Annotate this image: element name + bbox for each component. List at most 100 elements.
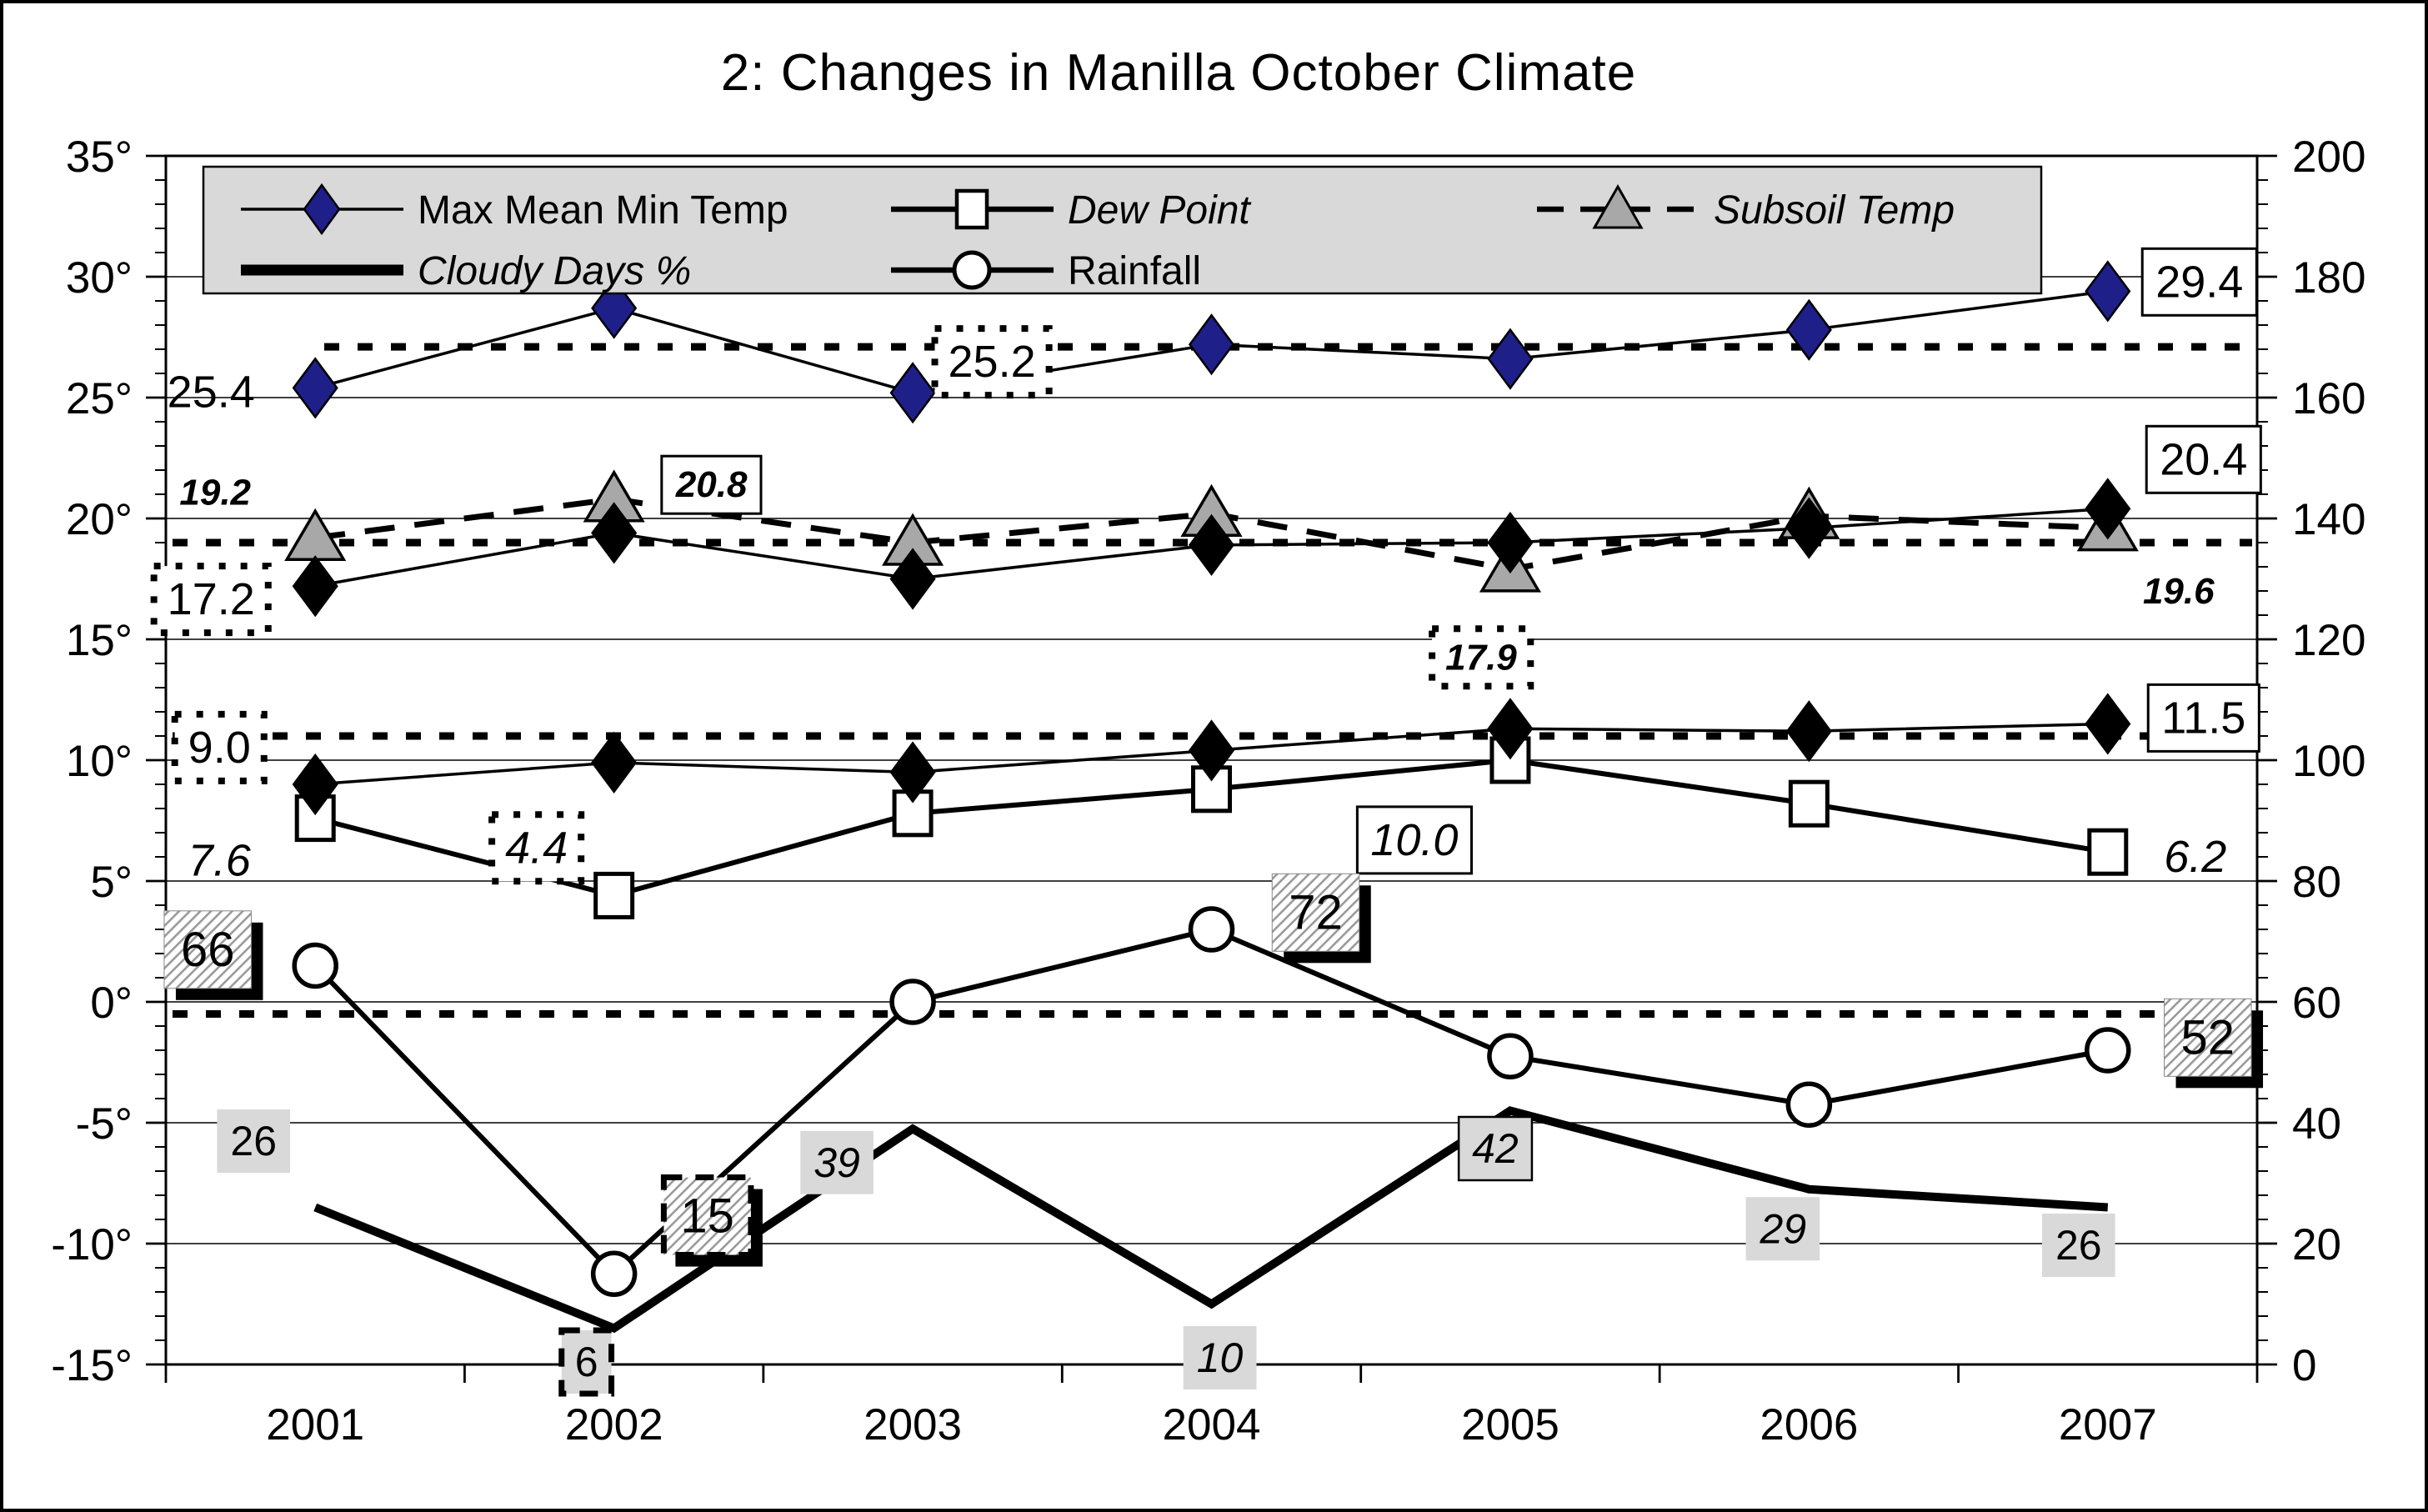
square-marker-icon xyxy=(593,871,635,919)
right-axis-tick-label: 200 xyxy=(2292,133,2365,182)
data-label-text: 25.2 xyxy=(949,337,1036,387)
label-box xyxy=(217,1109,291,1173)
diamond-marker-icon xyxy=(2085,693,2131,755)
diamond-marker-icon xyxy=(1487,328,1534,390)
data-label-text: 72 xyxy=(1289,885,1343,939)
data-label-19.6: 19.6 xyxy=(2143,571,2215,612)
data-label-17.9: 17.9 xyxy=(1429,625,1534,690)
x-axis-tick-label: 2002 xyxy=(565,1400,663,1449)
left-axis-tick-label: 0° xyxy=(90,979,133,1028)
diamond-marker-icon xyxy=(292,555,338,618)
left-axis-tick-label: -10° xyxy=(51,1220,133,1269)
left-axis-tick-label: 5° xyxy=(90,858,133,907)
left-axis-tick-label: 30° xyxy=(66,253,133,303)
label-box xyxy=(2041,1214,2115,1277)
data-label-20.4: 20.4 xyxy=(2145,424,2262,494)
data-label-text: 66 xyxy=(181,923,235,977)
data-label-7.6: 7.6 xyxy=(188,836,252,886)
data-label-25.2: 25.2 xyxy=(931,325,1053,399)
circle-marker-icon xyxy=(1785,1081,1833,1128)
label-box xyxy=(558,1327,615,1397)
diamond-marker-icon xyxy=(889,362,936,424)
data-label-text: 20.4 xyxy=(2160,434,2247,484)
label-box xyxy=(2140,247,2258,317)
legend-box xyxy=(202,165,2043,295)
label-box xyxy=(488,811,585,885)
series-markers-min-temp xyxy=(292,693,2131,816)
data-label-4.4: 4.4 xyxy=(488,811,585,885)
label-box xyxy=(1429,625,1534,690)
data-label-text: 17.9 xyxy=(1445,637,1517,678)
data-label-text: 26 xyxy=(230,1118,277,1164)
square-marker-icon xyxy=(954,188,989,230)
diamond-marker-icon xyxy=(1188,513,1235,576)
diamond-marker-icon xyxy=(1188,313,1235,376)
data-label-72: 72 xyxy=(1271,873,1371,964)
diamond-marker-icon xyxy=(1487,698,1534,760)
data-label-text: 25.4 xyxy=(168,367,255,417)
legend-item-dew-point: Dew Point xyxy=(891,188,1251,233)
right-axis-tick-label: 120 xyxy=(2292,616,2365,665)
diamond-marker-icon xyxy=(292,357,338,419)
data-label-9.0: 9.0 xyxy=(171,710,268,784)
series-markers-mean-temp xyxy=(292,478,2131,618)
x-axis-tick-label: 2003 xyxy=(864,1400,962,1449)
label-box xyxy=(800,1130,874,1194)
data-label-text: 9.0 xyxy=(188,723,251,773)
data-label-29.4: 29.4 xyxy=(2140,247,2258,317)
data-label-text: 6 xyxy=(575,1339,598,1385)
circle-marker-icon xyxy=(590,1250,638,1297)
series-markers-rainfall xyxy=(292,906,2131,1297)
legend-label: Subsoil Temp xyxy=(1714,188,1955,233)
data-label-text: 19.2 xyxy=(179,473,251,513)
label-box xyxy=(1183,1326,1257,1389)
circle-marker-icon xyxy=(889,979,936,1025)
circle-marker-icon xyxy=(1487,1033,1534,1079)
diamond-marker-icon xyxy=(889,741,936,804)
diamond-marker-icon xyxy=(2085,260,2131,323)
data-label-text: 10 xyxy=(1197,1334,1244,1381)
climate-chart: 35°30°25°20°15°10°5°0°-5°-10°-15°2001801… xyxy=(51,133,2365,1449)
data-label-text: 7.6 xyxy=(188,836,252,886)
right-axis-tick-label: 20 xyxy=(2292,1220,2341,1269)
label-box xyxy=(163,910,252,989)
legend-item-rainfall: Rainfall xyxy=(891,249,1201,293)
left-axis-tick-label: -15° xyxy=(51,1341,133,1390)
data-label-29: 29 xyxy=(1745,1197,1820,1261)
left-axis-tick-label: -5° xyxy=(76,1099,133,1149)
x-axis-tick-label: 2006 xyxy=(1760,1400,1858,1449)
data-label-15: 15 xyxy=(660,1174,763,1267)
data-label-11.5: 11.5 xyxy=(2146,683,2260,753)
diamond-marker-icon xyxy=(889,548,936,610)
right-axis-tick-label: 80 xyxy=(2292,858,2341,907)
data-label-26: 26 xyxy=(217,1109,291,1173)
series-markers-dew-point xyxy=(294,736,2129,919)
diamond-marker-icon xyxy=(303,183,341,236)
right-axis-tick-label: 160 xyxy=(2292,374,2365,423)
right-axis-tick-label: 0 xyxy=(2292,1341,2316,1390)
label-box xyxy=(1271,873,1360,952)
x-axis-tick-label: 2005 xyxy=(1461,1400,1559,1449)
diamond-marker-icon xyxy=(292,753,338,816)
circle-marker-icon xyxy=(292,942,338,989)
diamond-marker-icon xyxy=(1487,511,1534,574)
legend: Max Mean Min Temp Dew Point Subsoil Temp Cl… xyxy=(202,165,2043,295)
diamond-marker-icon xyxy=(2085,478,2131,540)
data-label-text: 6.2 xyxy=(2164,832,2226,882)
data-label-20.8: 20.8 xyxy=(660,454,763,515)
label-box xyxy=(931,325,1053,399)
label-box xyxy=(1355,805,1473,875)
label-box xyxy=(2145,424,2262,494)
legend-item-max-mean-min-temp: Max Mean Min Temp xyxy=(241,183,788,236)
x-axis-tick-label: 2007 xyxy=(2059,1400,2157,1449)
circle-marker-icon xyxy=(1188,906,1235,953)
data-label-10: 10 xyxy=(1183,1326,1257,1389)
data-label-text: 42 xyxy=(1472,1125,1519,1172)
data-label-text: 39 xyxy=(814,1139,860,1186)
left-axis-tick-label: 15° xyxy=(66,616,133,665)
label-box xyxy=(2164,998,2252,1077)
circle-marker-icon xyxy=(952,250,992,290)
diamond-marker-icon xyxy=(1785,298,1832,361)
data-label-text: 4.4 xyxy=(505,823,568,873)
